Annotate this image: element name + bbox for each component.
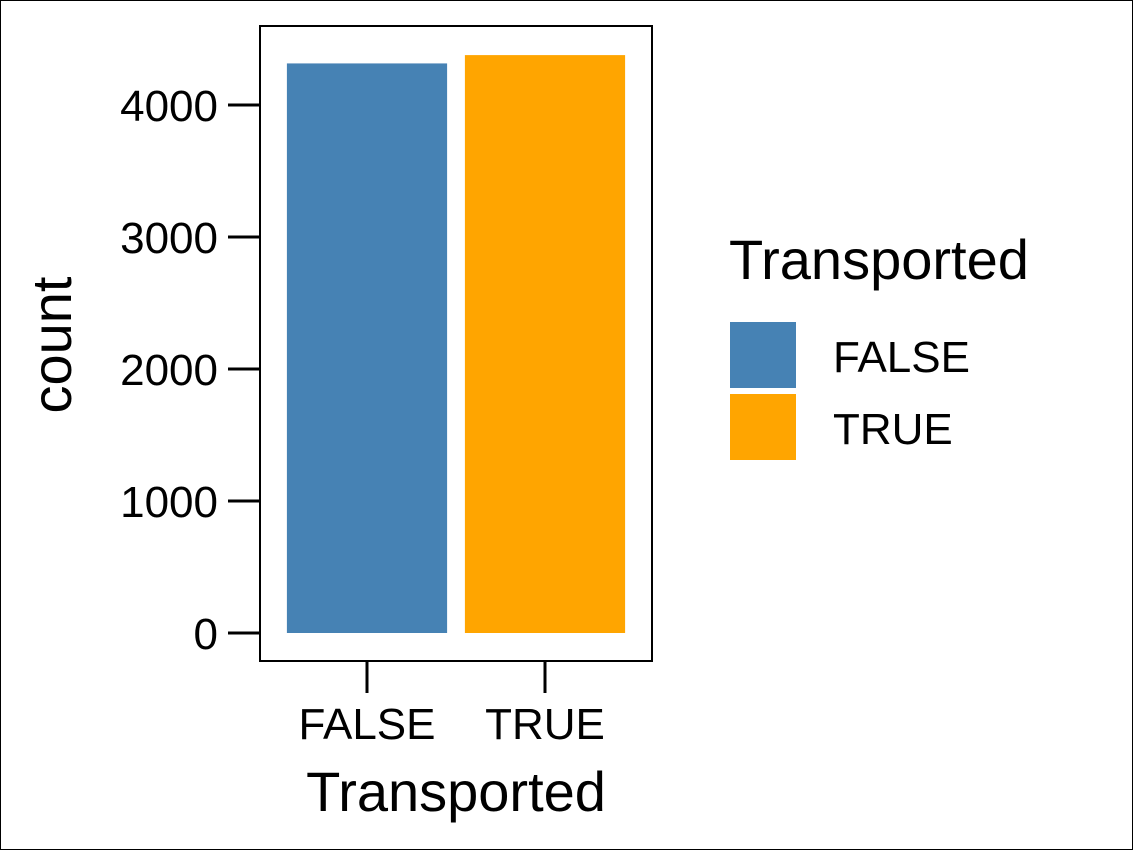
legend-items: FALSE TRUE xyxy=(730,322,970,460)
y-tick-label: 2000 xyxy=(120,346,218,395)
legend-label-true: TRUE xyxy=(833,405,953,454)
plot-panel-border xyxy=(259,25,653,662)
legend: Transported FALSE TRUE xyxy=(729,228,1029,460)
legend-swatch-true xyxy=(730,394,796,460)
legend-swatch-false xyxy=(730,322,796,388)
bar-true xyxy=(464,55,626,633)
bar-false xyxy=(286,63,448,634)
x-tick-label: FALSE xyxy=(299,700,436,749)
bars-layer xyxy=(286,55,626,634)
y-axis: 0 1000 2000 3000 4000 xyxy=(120,82,260,659)
legend-title: Transported xyxy=(729,228,1029,291)
y-tick-label: 3000 xyxy=(120,214,218,263)
legend-label-false: FALSE xyxy=(833,333,970,382)
y-tick-label: 4000 xyxy=(120,82,218,131)
x-tick-label: TRUE xyxy=(485,700,605,749)
y-axis-title: count xyxy=(20,276,83,413)
y-tick-label: 1000 xyxy=(120,478,218,527)
y-tick-label: 0 xyxy=(194,610,218,659)
x-axis: FALSE TRUE xyxy=(299,661,605,749)
x-axis-title: Transported xyxy=(306,760,606,823)
